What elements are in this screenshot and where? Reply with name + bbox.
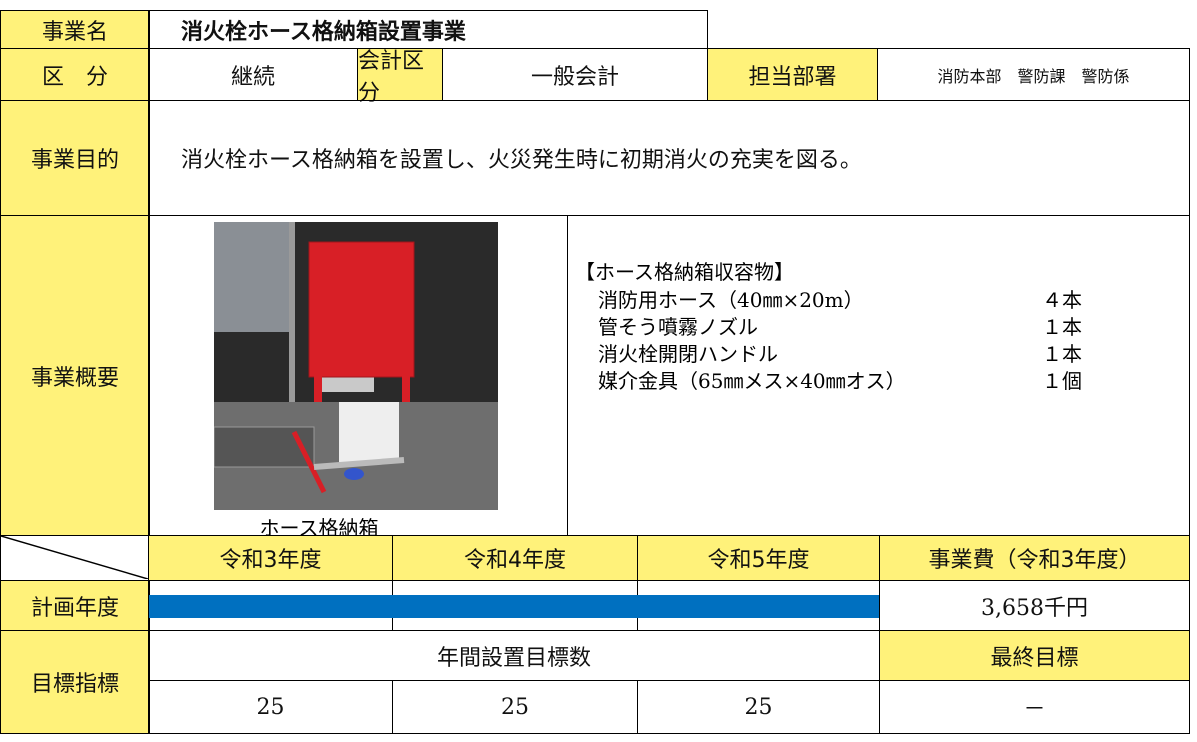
item-quantity: １個 [1042,369,1082,393]
list-title: 【ホース格納箱収容物】 [575,260,794,284]
year: 令和3年度 [148,535,393,581]
item-name: 消火栓開閉ハンドル [598,342,778,366]
year: 令和4年度 [392,535,638,581]
value: 一般会計 [442,48,708,101]
label: 事業概要 [0,215,150,536]
final-value: － [879,680,1190,734]
purpose: 消火栓ホース格納箱を設置し、火災発生時に初期消火の充実を図る。 [148,100,1190,216]
label: 最終目標 [879,630,1190,681]
item-quantity: ４本 [1042,288,1082,312]
annual-value: 25 [148,680,393,734]
item-name: 管そう噴霧ノズル [598,315,758,339]
label: 区 分 [0,48,150,101]
item-name: 消防用ホース（40㎜×20m） [598,288,864,312]
item-quantity: １本 [1042,342,1082,366]
label: 目標指標 [0,630,150,734]
value: 継続 [148,48,358,101]
annual-value: 25 [637,680,880,734]
label: 年間設置目標数 [148,630,880,681]
diagonal [1,536,148,579]
label: 事業目的 [0,100,150,216]
photo [214,222,498,510]
item-name: 媒介金具（65㎜メス×40㎜オス） [598,369,906,393]
label: 担当部署 [707,48,878,101]
label: 事業名 [0,10,150,49]
corner-cell [0,535,150,581]
label: 会計区分 [357,48,443,106]
year: 令和5年度 [637,535,880,581]
cost: 3,658千円 [879,580,1190,631]
item-quantity: １本 [1042,315,1082,339]
label: 計画年度 [0,580,150,631]
annual-value: 25 [392,680,638,734]
plan-bar [149,595,880,618]
value: 消防本部 警防課 警防係 [877,48,1190,101]
label: 事業費（令和3年度） [879,535,1190,581]
